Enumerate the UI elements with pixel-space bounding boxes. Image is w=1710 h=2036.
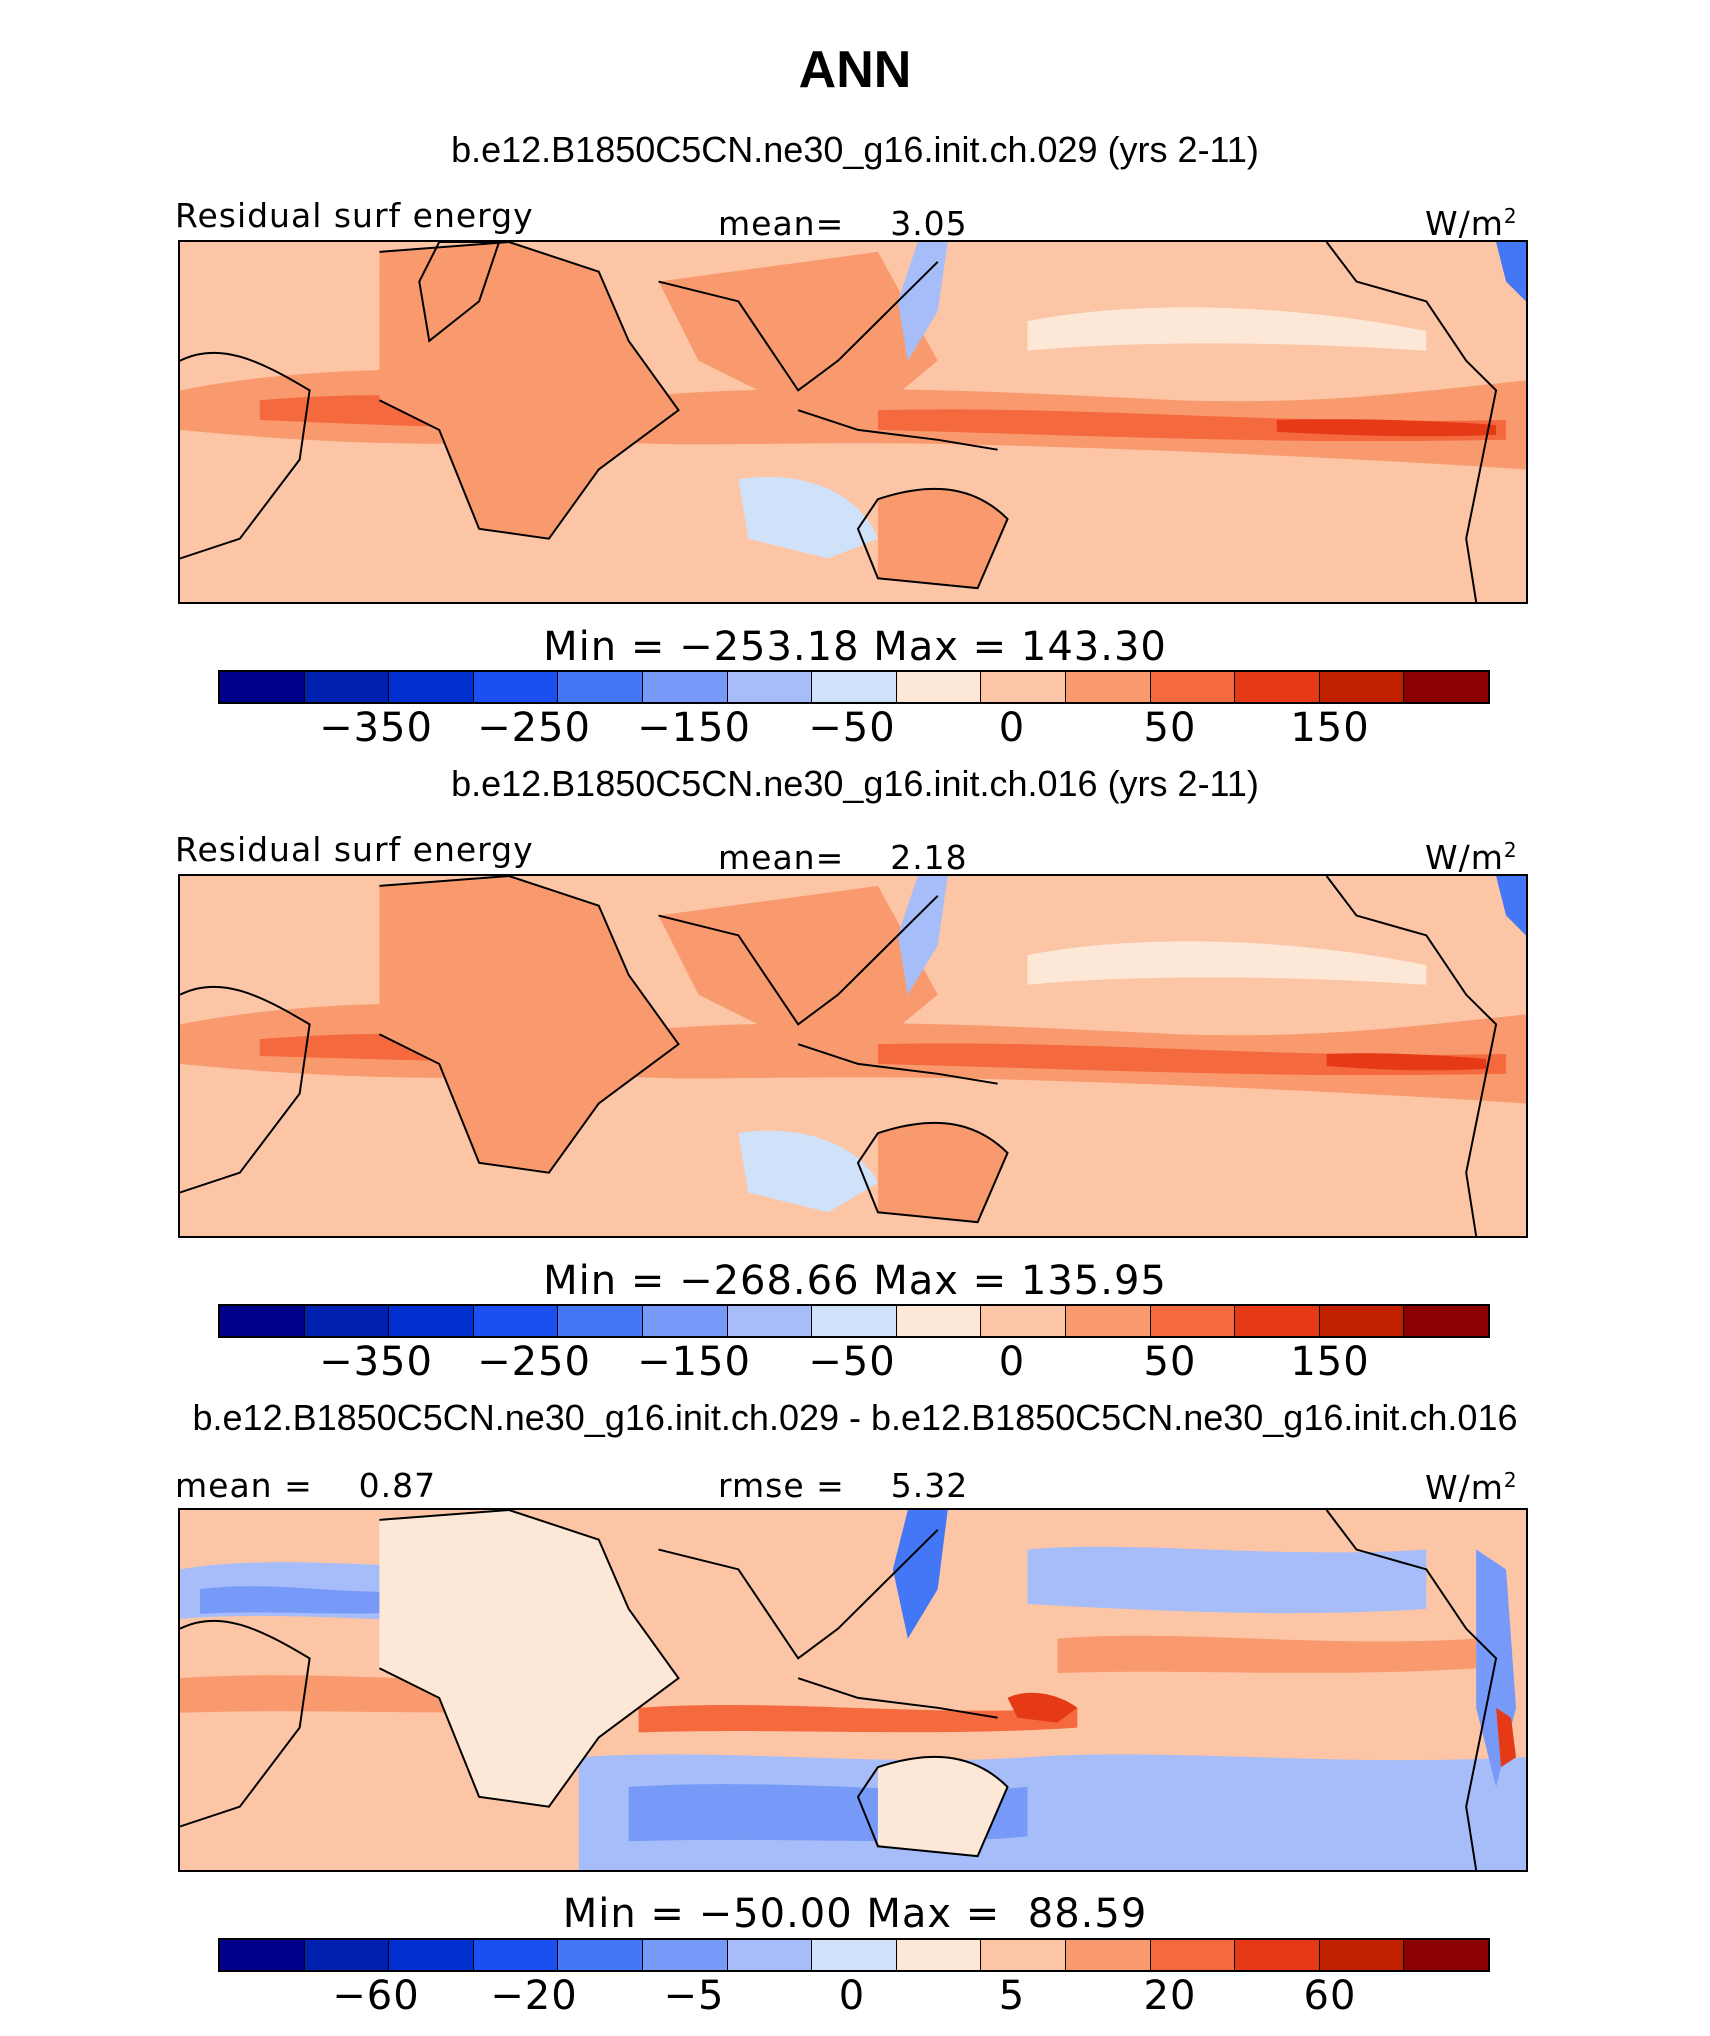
colorbar-cell: [304, 1940, 390, 1970]
panel-2-tick: −250: [477, 1339, 591, 1385]
panel-1-tick: −50: [808, 705, 896, 751]
colorbar-cell: [812, 672, 897, 702]
colorbar-cell: [1404, 1940, 1488, 1970]
panel-3-mean-label: mean = 0.87: [175, 1466, 437, 1505]
panel-2-tick: −50: [808, 1339, 896, 1385]
colorbar-cell: [473, 1940, 559, 1970]
panel-1-tick: 0: [998, 705, 1026, 751]
colorbar-cell: [389, 1940, 474, 1970]
colorbar-cell: [558, 672, 643, 702]
colorbar-cell: [1150, 672, 1236, 702]
panel-2-variable-label: Residual surf energy: [175, 830, 534, 869]
colorbar-cell: [896, 672, 982, 702]
colorbar-cell: [1404, 672, 1488, 702]
panel-3-tick: −20: [490, 1973, 578, 2019]
colorbar-cell: [981, 672, 1066, 702]
colorbar-cell: [1319, 1306, 1405, 1336]
colorbar-cell: [727, 1306, 813, 1336]
panel-3-tick: −5: [663, 1973, 725, 2019]
panel-1-tick: −150: [637, 705, 751, 751]
colorbar-cell: [389, 672, 474, 702]
panel-3-minmax: Min = −50.00 Max = 88.59: [562, 1891, 1148, 1937]
panel-2-units: W/m2: [1425, 838, 1518, 877]
colorbar-cell: [558, 1306, 643, 1336]
panel-2-minmax: Min = −268.66 Max = 135.95: [543, 1258, 1167, 1304]
panel-3-tick: 60: [1303, 1973, 1357, 2019]
colorbar-cell: [220, 1306, 305, 1336]
colorbar-cell: [642, 1306, 728, 1336]
colorbar-cell: [389, 1306, 474, 1336]
panel-1-tick: 150: [1290, 705, 1370, 751]
colorbar-cell: [473, 672, 559, 702]
colorbar-cell: [1319, 672, 1405, 702]
colorbar-cell: [220, 1940, 305, 1970]
panel-1-minmax: Min = −253.18 Max = 143.30: [543, 624, 1167, 670]
panel-3-tick: −60: [332, 1973, 420, 2019]
colorbar-cell: [642, 1940, 728, 1970]
panel-2-map: [178, 874, 1528, 1238]
panel-2-tick: 0: [998, 1339, 1026, 1385]
colorbar-cell: [1319, 1940, 1405, 1970]
panel-2-colorbar: [218, 1304, 1490, 1338]
colorbar-cell: [473, 1306, 559, 1336]
main-title: ANN: [798, 41, 912, 99]
colorbar-cell: [1065, 1940, 1151, 1970]
colorbar-cell: [1065, 1306, 1151, 1336]
panel-1-colorbar: [218, 670, 1490, 704]
colorbar-cell: [304, 672, 390, 702]
panel-3-units: W/m2: [1425, 1468, 1518, 1507]
panel-1-map: [178, 240, 1528, 604]
panel-1-tick: −250: [477, 705, 591, 751]
colorbar-cell: [220, 672, 305, 702]
panel-3-colorbar: [218, 1938, 1490, 1972]
colorbar-cell: [304, 1306, 390, 1336]
colorbar-cell: [981, 1306, 1066, 1336]
panel-3-case-title: b.e12.B1850C5CN.ne30_g16.init.ch.029 - b…: [192, 1397, 1518, 1438]
panel-1-tick: 50: [1143, 705, 1197, 751]
colorbar-cell: [642, 672, 728, 702]
colorbar-cell: [812, 1306, 897, 1336]
colorbar-cell: [981, 1940, 1066, 1970]
panel-3-rmse-label: rmse = 5.32: [718, 1466, 969, 1505]
panel-3-tick: 5: [998, 1973, 1026, 2019]
panel-2-case-title: b.e12.B1850C5CN.ne30_g16.init.ch.016 (yr…: [451, 763, 1259, 804]
panel-1-mean-label: mean= 3.05: [718, 204, 968, 243]
panel-3-tick: 20: [1143, 1973, 1197, 2019]
colorbar-cell: [1150, 1940, 1236, 1970]
panel-1-case-title: b.e12.B1850C5CN.ne30_g16.init.ch.029 (yr…: [451, 129, 1259, 170]
panel-2-tick: 50: [1143, 1339, 1197, 1385]
panel-1-tick: −350: [319, 705, 433, 751]
colorbar-cell: [812, 1940, 897, 1970]
colorbar-cell: [1065, 672, 1151, 702]
colorbar-cell: [1150, 1306, 1236, 1336]
colorbar-cell: [1404, 1306, 1488, 1336]
colorbar-cell: [896, 1940, 982, 1970]
panel-1-units: W/m2: [1425, 204, 1518, 243]
colorbar-cell: [1235, 672, 1320, 702]
panel-2-tick: −150: [637, 1339, 751, 1385]
colorbar-cell: [1235, 1306, 1320, 1336]
panel-2-mean-label: mean= 2.18: [718, 838, 968, 877]
colorbar-cell: [1235, 1940, 1320, 1970]
panel-3-tick: 0: [838, 1973, 866, 2019]
colorbar-cell: [727, 1940, 813, 1970]
panel-3-map: [178, 1508, 1528, 1872]
panel-2-tick: −350: [319, 1339, 433, 1385]
colorbar-cell: [896, 1306, 982, 1336]
colorbar-cell: [727, 672, 813, 702]
panel-2-tick: 150: [1290, 1339, 1370, 1385]
panel-1-variable-label: Residual surf energy: [175, 196, 534, 235]
colorbar-cell: [558, 1940, 643, 1970]
